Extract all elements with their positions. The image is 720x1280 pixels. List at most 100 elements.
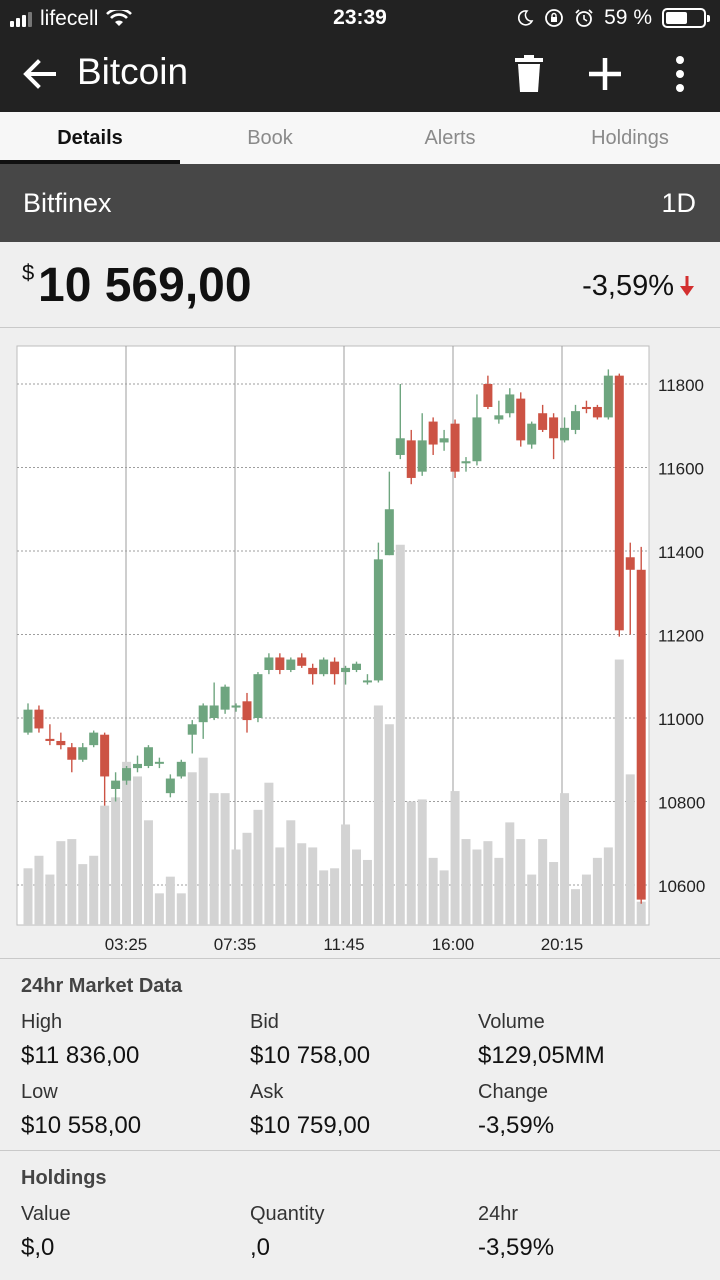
- volume-bar: [384, 724, 394, 925]
- candle-down: [636, 569, 646, 900]
- x-tick-label: 11:45: [323, 935, 364, 954]
- market-bid: Bid $10 758,00: [250, 1011, 470, 1070]
- candle-down: [549, 417, 559, 439]
- volume-bar: [297, 843, 307, 925]
- volume-bar: [341, 824, 351, 925]
- volume-bar: [614, 659, 624, 925]
- market-low: Low $10 558,00: [21, 1081, 241, 1140]
- candle-up: [571, 411, 580, 430]
- candle-up: [154, 761, 164, 764]
- volume-bar: [253, 809, 263, 925]
- plus-icon[interactable]: [586, 54, 624, 94]
- status-left: lifecell: [10, 7, 133, 31]
- volume-bar: [187, 772, 197, 925]
- y-tick-label: 10800: [658, 794, 705, 813]
- candle-down: [45, 738, 55, 741]
- candlestick-chart[interactable]: 11800 11600 11400 11200 11000 10800 10600 03:25…: [0, 328, 720, 958]
- candle-down: [516, 398, 526, 441]
- y-tick-label: 10600: [658, 877, 705, 896]
- current-price: 10 569,00: [38, 259, 252, 312]
- volume-bar: [527, 874, 537, 925]
- volume-bar: [472, 849, 482, 925]
- status-time: 23:39: [333, 6, 387, 29]
- volume-bar: [516, 839, 526, 925]
- status-bar: lifecell 23:39 59 %: [0, 0, 720, 36]
- volume-bar: [439, 870, 449, 925]
- price-change: -3,59%: [582, 270, 674, 302]
- candle-down: [592, 406, 602, 418]
- volume-bar: [165, 876, 175, 925]
- candle-up: [286, 659, 296, 670]
- app-bar: Bitcoin: [0, 36, 720, 112]
- candle-up: [220, 686, 230, 710]
- volume-bar: [450, 791, 460, 925]
- volume-bar: [330, 868, 340, 925]
- trash-icon[interactable]: [512, 54, 546, 94]
- candle-down: [406, 440, 416, 478]
- tab-book[interactable]: Book: [247, 127, 293, 149]
- volume-bar: [417, 799, 427, 925]
- volume-bar: [133, 776, 142, 925]
- high-value: $11 836,00: [21, 1042, 140, 1069]
- candle-down: [100, 734, 110, 777]
- candle-down: [428, 421, 438, 445]
- candle-up: [78, 747, 88, 760]
- tab-bar: Details Book Alerts Holdings: [0, 112, 720, 164]
- moon-icon: [518, 10, 534, 26]
- candle-down: [56, 740, 66, 746]
- candle-up: [253, 674, 263, 718]
- candle-down: [625, 557, 635, 570]
- market-data-section: 24hr Market Data High $11 836,00 Bid $10…: [0, 958, 720, 1150]
- x-tick-label: 16:00: [432, 935, 475, 954]
- volume-bar: [209, 793, 219, 925]
- candle-down: [297, 657, 307, 666]
- candle-up: [143, 747, 153, 767]
- volume-bar: [111, 797, 121, 925]
- volume-bar: [100, 805, 110, 925]
- price-chart[interactable]: 11800 11600 11400 11200 11000 10800 10600 03:25…: [0, 328, 720, 958]
- x-tick-label: 07:35: [214, 935, 257, 954]
- candle-up: [527, 423, 537, 445]
- candle-down: [67, 747, 77, 760]
- interval-selector[interactable]: 1D: [661, 188, 696, 218]
- market-ask: Ask $10 759,00: [250, 1081, 470, 1140]
- tab-holdings[interactable]: Holdings: [591, 127, 669, 149]
- volume-bar: [549, 862, 559, 925]
- volume-bar: [154, 893, 164, 925]
- carrier-label: lifecell: [40, 7, 99, 30]
- currency-symbol: $: [22, 260, 35, 285]
- candle-up: [461, 461, 471, 464]
- market-data-title: 24hr Market Data: [21, 975, 183, 997]
- candle-up: [505, 394, 515, 414]
- tab-details[interactable]: Details: [0, 112, 180, 164]
- signal-icon: [10, 11, 32, 27]
- holdings-quantity: Quantity ,0: [250, 1203, 470, 1262]
- tab-alerts[interactable]: Alerts: [424, 127, 476, 149]
- exchange-name[interactable]: Bitfinex: [23, 188, 112, 218]
- volume-bar: [494, 857, 504, 925]
- market-change: Change -3,59%: [478, 1081, 698, 1140]
- volume-bar: [406, 801, 416, 925]
- candle-down: [308, 667, 318, 675]
- change-value: -3,59%: [478, 1112, 555, 1139]
- volume-bar: [560, 793, 570, 925]
- back-arrow-icon[interactable]: [20, 52, 60, 96]
- y-tick-label: 11600: [658, 460, 704, 479]
- high-label: High: [21, 1011, 63, 1033]
- volume-bar: [275, 847, 285, 925]
- candle-up: [264, 657, 274, 670]
- exchange-bar[interactable]: Bitfinex 1D: [0, 164, 720, 242]
- volume-bar: [89, 855, 99, 925]
- y-tick-label: 11400: [658, 543, 704, 562]
- volume-bar: [428, 857, 438, 925]
- more-vert-icon[interactable]: [668, 54, 692, 94]
- volume-bar: [34, 855, 44, 925]
- holdings-title: Holdings: [21, 1167, 107, 1189]
- candle-up: [560, 427, 570, 441]
- holdings-section: Holdings Value $,0 Quantity ,0 24hr -3,5…: [0, 1150, 720, 1280]
- volume-bar: [636, 901, 646, 925]
- quantity-amount: ,0: [250, 1234, 271, 1261]
- candle-up: [111, 780, 121, 789]
- candle-up: [89, 732, 99, 746]
- change-label: Change: [478, 1081, 549, 1103]
